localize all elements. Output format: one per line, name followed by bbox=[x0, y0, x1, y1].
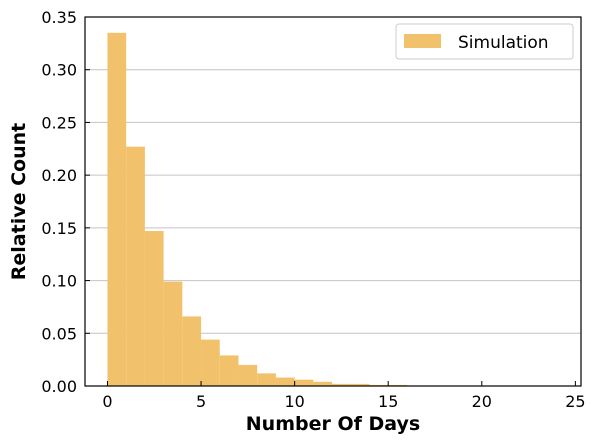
grid-lines bbox=[85, 69, 581, 334]
x-tick-label: 0 bbox=[102, 392, 112, 411]
y-tick-label: 0.25 bbox=[41, 113, 77, 132]
histogram-bar bbox=[144, 231, 164, 386]
histogram-bar bbox=[238, 364, 258, 386]
histogram-bar bbox=[294, 379, 314, 386]
legend-swatch bbox=[404, 34, 441, 48]
histogram-bar bbox=[313, 381, 333, 386]
y-tick-label: 0.15 bbox=[41, 219, 77, 238]
histogram-bar bbox=[126, 146, 145, 386]
y-tick-label: 0.30 bbox=[41, 61, 77, 80]
y-axis-ticks: 0.00 0.05 0.10 0.15 0.20 0.25 0.30 0.35 bbox=[41, 8, 90, 396]
x-tick-label: 25 bbox=[565, 392, 585, 411]
legend-box bbox=[395, 23, 574, 60]
y-tick-label: 0.10 bbox=[41, 272, 77, 291]
x-axis-ticks: 0 5 10 15 20 25 bbox=[102, 381, 586, 411]
histogram-bar bbox=[201, 339, 220, 386]
histogram-bar bbox=[163, 281, 183, 386]
histogram-bar bbox=[182, 316, 202, 386]
histogram-bar bbox=[332, 383, 351, 386]
y-tick-label: 0.00 bbox=[41, 377, 77, 396]
plot-frame bbox=[84, 16, 582, 387]
y-tick-label: 0.20 bbox=[41, 166, 77, 185]
histogram-bar bbox=[275, 377, 295, 386]
x-axis-title: Number Of Days bbox=[246, 413, 420, 435]
y-tick-label: 0.05 bbox=[41, 324, 77, 343]
x-tick-label: 20 bbox=[472, 392, 492, 411]
x-tick-label: 5 bbox=[196, 392, 206, 411]
y-tick-label: 0.35 bbox=[41, 8, 77, 27]
histogram-bar bbox=[219, 355, 239, 386]
histogram-bar bbox=[350, 383, 370, 386]
x-tick-label: 15 bbox=[378, 392, 398, 411]
legend-label: Simulation bbox=[458, 33, 549, 53]
x-tick-label: 10 bbox=[284, 392, 304, 411]
histogram-bar bbox=[107, 32, 127, 387]
histogram-bar bbox=[257, 373, 276, 386]
legend: Simulation bbox=[395, 23, 574, 60]
y-axis-title: Relative Count bbox=[8, 123, 30, 280]
